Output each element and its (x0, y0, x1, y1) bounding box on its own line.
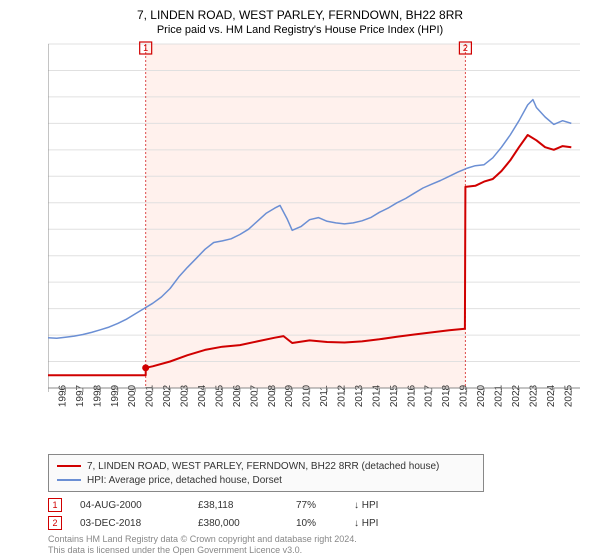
sale-date: 03-DEC-2018 (80, 518, 180, 529)
sale-pct: 77% (296, 500, 336, 511)
sale-records: 1 04-AUG-2000 £38,118 77% ↓ HPI 2 03-DEC… (48, 496, 568, 532)
legend-row: 7, LINDEN ROAD, WEST PARLEY, FERNDOWN, B… (57, 459, 475, 473)
sale-price: £38,118 (198, 500, 278, 511)
chart-title-sub: Price paid vs. HM Land Registry's House … (0, 24, 600, 36)
sale-hpi: ↓ HPI (354, 500, 378, 511)
sale-row: 2 03-DEC-2018 £380,000 10% ↓ HPI (48, 514, 568, 532)
legend-row: HPI: Average price, detached house, Dors… (57, 473, 475, 487)
sale-date: 04-AUG-2000 (80, 500, 180, 511)
svg-text:1: 1 (143, 43, 148, 53)
chart-plot-area: £0£50K£100K£150K£200K£250K£300K£350K£400… (48, 40, 588, 420)
sale-suffix: HPI (362, 518, 379, 529)
arrow-down-icon: ↓ (354, 500, 359, 511)
footer-attribution: Contains HM Land Registry data © Crown c… (48, 534, 357, 556)
footer-line: This data is licensed under the Open Gov… (48, 545, 357, 556)
sale-pct: 10% (296, 518, 336, 529)
legend-swatch-hpi (57, 479, 81, 481)
arrow-down-icon: ↓ (354, 518, 359, 529)
sale-hpi: ↓ HPI (354, 518, 378, 529)
footer-line: Contains HM Land Registry data © Crown c… (48, 534, 357, 545)
sale-row: 1 04-AUG-2000 £38,118 77% ↓ HPI (48, 496, 568, 514)
sale-marker-icon: 1 (48, 498, 62, 512)
legend: 7, LINDEN ROAD, WEST PARLEY, FERNDOWN, B… (48, 454, 484, 492)
legend-swatch-price (57, 465, 81, 467)
chart-title-main: 7, LINDEN ROAD, WEST PARLEY, FERNDOWN, B… (0, 8, 600, 22)
chart-title-block: 7, LINDEN ROAD, WEST PARLEY, FERNDOWN, B… (0, 0, 600, 36)
legend-label: 7, LINDEN ROAD, WEST PARLEY, FERNDOWN, B… (87, 461, 439, 472)
chart-svg: £0£50K£100K£150K£200K£250K£300K£350K£400… (48, 40, 588, 420)
svg-text:2: 2 (463, 43, 468, 53)
legend-label: HPI: Average price, detached house, Dors… (87, 475, 282, 486)
sale-price: £380,000 (198, 518, 278, 529)
sale-marker-icon: 2 (48, 516, 62, 530)
sale-suffix: HPI (362, 500, 379, 511)
